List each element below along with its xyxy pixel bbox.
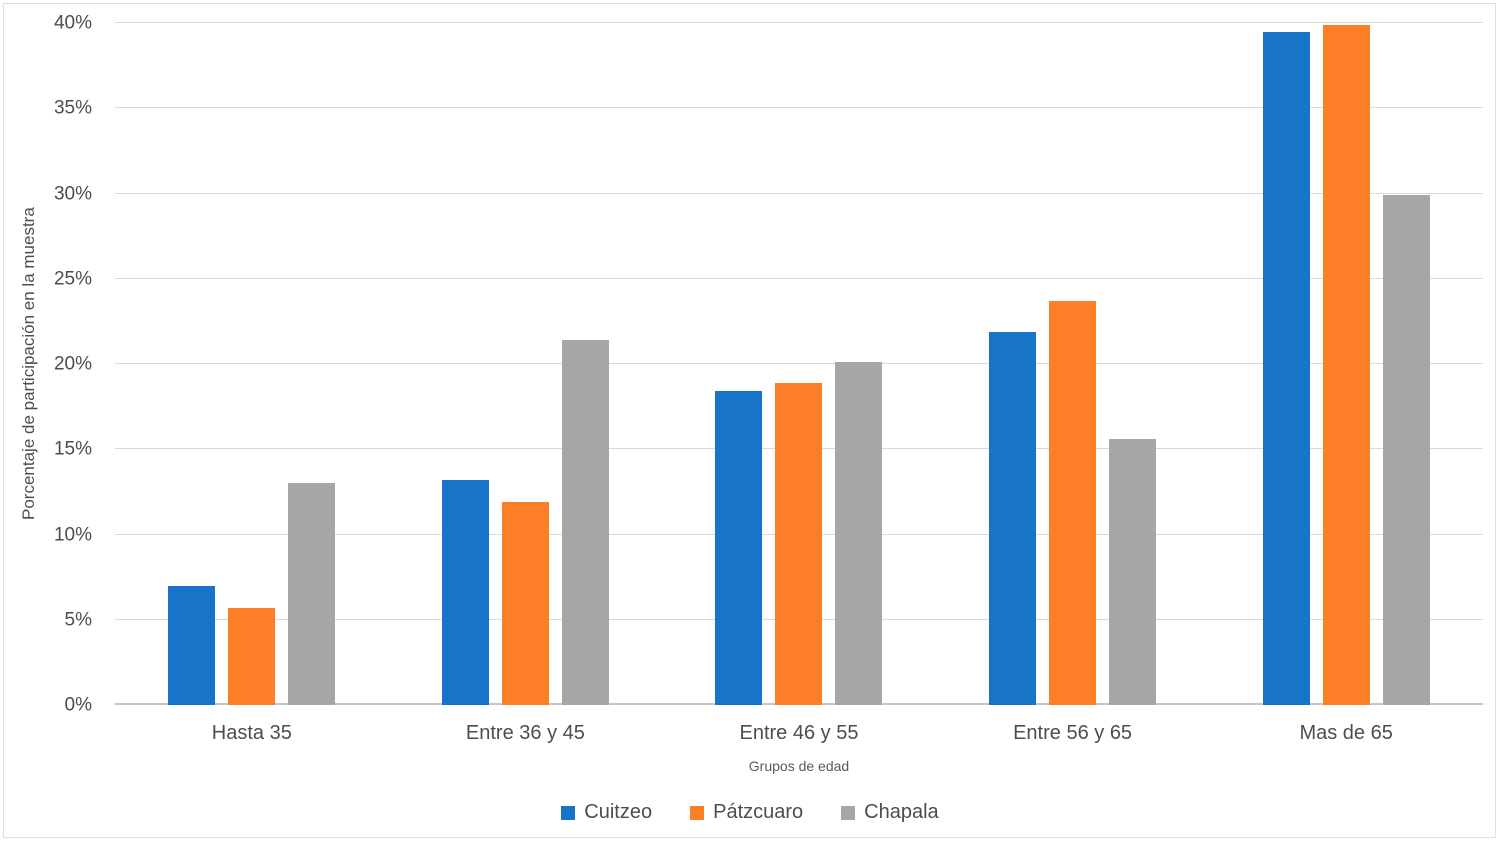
category-label-mas-de-65: Mas de 65 [1299,722,1393,744]
bar-cuitzeo-entre-36-y-45 [441,479,489,705]
legend-item-chapala: Chapala [841,801,939,824]
bar-chapala-entre-36-y-45 [561,340,609,705]
legend-item-patzcuaro: Pátzcuaro [690,801,803,824]
legend-item-cuitzeo: Cuitzeo [561,801,652,824]
legend: Cuitzeo Pátzcuaro Chapala [0,801,1500,824]
bar-patzcuaro-entre-46-y-55 [775,382,823,705]
gridline-20 [115,363,1483,364]
bar-groups [115,23,1483,705]
bar-group-entre-36-y-45 [441,23,609,705]
y-tick-label-30: 30% [53,183,92,204]
category-labels: Hasta 35 Entre 36 y 45 Entre 46 y 55 Entre … [115,722,1483,745]
bar-group-entre-46-y-55 [715,23,883,705]
bar-group-hasta-35 [168,23,336,705]
bar-cuitzeo-mas-de-65 [1262,31,1310,705]
y-tick-label-10: 10% [53,524,92,545]
legend-swatch-patzcuaro [690,805,705,820]
bar-chapala-hasta-35 [288,483,336,705]
legend-label-patzcuaro: Pátzcuaro [713,801,804,823]
legend-swatch-chapala [841,805,856,820]
plot-area [115,22,1483,705]
gridline-35 [115,107,1483,109]
bar-group-mas-de-65 [1262,23,1430,705]
y-tick-labels: 0% 5% 10% 15% 20% 25% 30% 35% 40% [0,14,100,715]
category-label-entre-36-y-45: Entre 36 y 45 [465,722,585,744]
y-tick-label-0: 0% [64,694,92,716]
bar-cuitzeo-hasta-35 [168,585,216,705]
y-tick-label-40: 40% [53,12,92,34]
y-tick-label-5: 5% [64,609,92,631]
category-label-entre-46-y-55: Entre 46 y 55 [739,722,859,744]
bar-cuitzeo-entre-46-y-55 [715,391,763,705]
y-tick-label-25: 25% [53,268,92,290]
bar-patzcuaro-entre-36-y-45 [501,502,549,705]
bar-patzcuaro-mas-de-65 [1322,24,1370,705]
bar-patzcuaro-entre-56-y-65 [1049,300,1097,705]
bar-chapala-mas-de-65 [1382,195,1430,705]
gridline-25 [115,277,1483,279]
category-label-entre-56-y-65: Entre 56 y 65 [1013,722,1133,744]
bar-cuitzeo-entre-56-y-65 [989,331,1037,705]
legend-swatch-cuitzeo [561,805,576,820]
gridline-40 [115,22,1483,23]
bar-chapala-entre-46-y-55 [835,362,883,705]
y-tick-label-20: 20% [53,353,92,375]
legend-label-chapala: Chapala [864,801,939,823]
bar-group-entre-56-y-65 [989,23,1157,705]
legend-label-cuitzeo: Cuitzeo [584,801,653,823]
y-tick-label-15: 15% [53,438,92,460]
x-axis-title: Grupos de edad [748,758,850,774]
category-label-hasta-35: Hasta 35 [211,722,292,744]
y-tick-label-35: 35% [53,97,92,119]
gridline-30 [115,192,1483,194]
bar-patzcuaro-hasta-35 [228,607,276,705]
bar-chapala-entre-56-y-65 [1109,439,1157,705]
